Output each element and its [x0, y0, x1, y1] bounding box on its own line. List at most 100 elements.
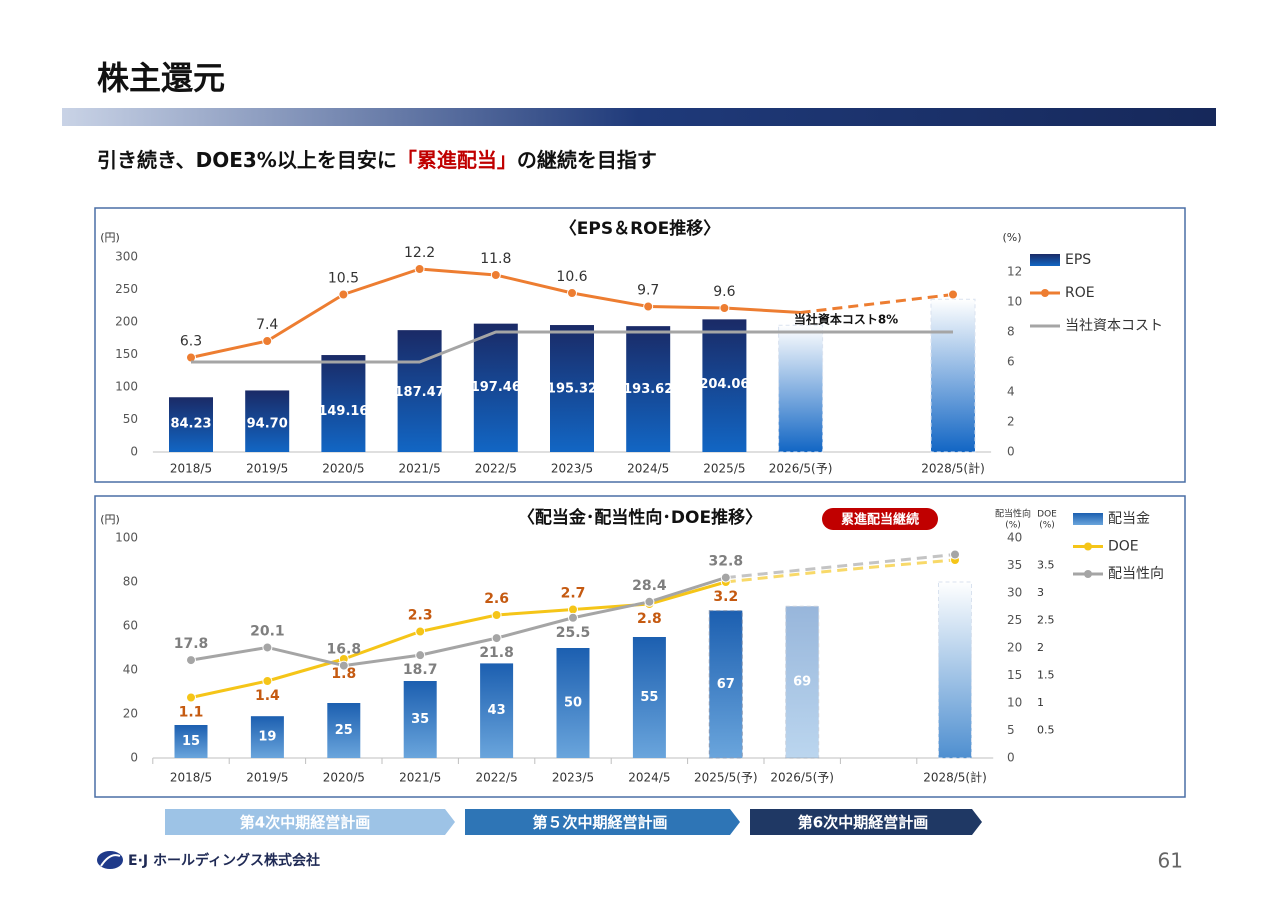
annotation: 当社資本コスト8%	[794, 312, 898, 327]
legend-label: DOE	[1108, 539, 1139, 555]
bar-value-label: 19	[258, 730, 276, 745]
y2-tick-label: 10	[1007, 696, 1022, 710]
axis-label: (%)	[1005, 521, 1021, 531]
line-value-label: 1.4	[255, 688, 280, 704]
bar	[550, 325, 594, 452]
bar-value-label: 15	[182, 734, 200, 749]
line-marker	[491, 633, 502, 644]
y3-tick-label: 2	[1037, 641, 1044, 654]
line-value-label: 3.2	[713, 589, 738, 605]
bar	[778, 324, 824, 453]
line-value-label: 1.8	[331, 666, 356, 682]
line-marker	[414, 264, 425, 274]
line-value-label: 2.6	[484, 591, 509, 607]
subtitle-part: 引き続き、DOE3%以上を目安に	[97, 148, 397, 172]
bar-value-label: 67	[717, 677, 735, 692]
y2-tick-label: 15	[1007, 668, 1022, 682]
bar-value-label: 197.46	[471, 380, 521, 395]
bar-value-label: 94.70	[247, 417, 288, 432]
x-tick-label: 2021/5	[398, 462, 440, 476]
y2-tick-label: 2	[1007, 415, 1015, 429]
x-tick-label: 2018/5	[170, 462, 212, 476]
x-tick-label: 2022/5	[475, 462, 517, 476]
line-value-label: 21.8	[479, 645, 514, 661]
x-tick-label: 2023/5	[552, 771, 594, 785]
company-name: E·J ホールディングス株式会社	[128, 852, 320, 869]
y2-tick-label: 20	[1007, 641, 1022, 655]
bar-value-label: 43	[488, 703, 506, 718]
line-marker	[338, 660, 349, 671]
y-axis-label: (円)	[100, 231, 120, 244]
y-tick-label: 0	[130, 445, 138, 459]
line-marker	[568, 604, 578, 615]
legend-label: EPS	[1065, 252, 1091, 268]
x-tick-label: 2025/5	[703, 462, 745, 476]
x-tick-label: 2019/5	[246, 771, 288, 785]
y-tick-label: 60	[123, 619, 138, 633]
axis-label: (%)	[1002, 231, 1021, 244]
x-tick-label: 2028/5(計)	[923, 770, 987, 785]
phase-arrow	[465, 809, 740, 835]
line	[191, 330, 953, 364]
phase-label: 第6次中期経営計画	[798, 814, 928, 832]
y-tick-label: 150	[115, 347, 138, 361]
bar	[250, 716, 284, 758]
bar-value-label: 195.32	[547, 381, 597, 396]
y2-tick-label: 4	[1007, 385, 1015, 399]
line-marker	[643, 301, 654, 312]
bar-value-label: 193.62	[623, 382, 673, 397]
line-marker	[568, 612, 578, 623]
bar	[938, 581, 972, 759]
line-marker	[720, 572, 731, 583]
badge: 累進配当継続	[841, 512, 919, 528]
legend-marker	[1041, 289, 1049, 297]
line-value-label: 11.8	[480, 251, 511, 267]
y2-tick-label: 0	[1007, 751, 1015, 765]
line-value-label: 9.6	[713, 284, 735, 300]
y2-tick-label: 6	[1007, 355, 1015, 369]
x-tick-label: 2021/5	[399, 771, 441, 785]
subtitle: 引き続き、DOE3%以上を目安に「累進配当」の継続を目指す	[97, 148, 657, 172]
bar	[245, 390, 290, 452]
bar-value-label: 84.23	[170, 417, 211, 432]
legend-swatch	[1073, 513, 1103, 525]
line-value-label: 32.8	[709, 554, 744, 570]
bar	[403, 681, 437, 758]
line-value-label: 10.6	[556, 269, 587, 285]
y2-tick-label: 30	[1007, 586, 1022, 600]
y3-tick-label: 3	[1037, 586, 1044, 599]
y2-tick-label: 12	[1007, 265, 1022, 279]
y-tick-label: 50	[123, 412, 138, 426]
legend-marker	[1084, 542, 1092, 551]
y3-tick-label: 2.5	[1037, 614, 1055, 627]
bar	[556, 648, 590, 758]
line-value-label: 18.7	[403, 662, 438, 678]
line-value-label: 2.8	[637, 611, 662, 627]
subtitle-part: の継続を目指す	[517, 148, 657, 172]
bar	[327, 703, 361, 758]
line-value-label: 17.8	[174, 636, 209, 652]
bar	[473, 323, 518, 452]
line-marker	[186, 655, 196, 666]
bar-value-label: 50	[564, 696, 582, 711]
x-tick-label: 2028/5(計)	[921, 461, 985, 476]
line-marker	[338, 289, 349, 300]
y2-tick-label: 8	[1007, 325, 1015, 339]
line-value-label: 25.5	[556, 625, 591, 641]
y2-tick-label: 0	[1007, 445, 1015, 459]
y3-tick-label: 1.5	[1037, 669, 1055, 682]
line-value-label: 6.3	[180, 334, 202, 350]
line-forecast	[725, 558, 956, 584]
line-value-label: 16.8	[327, 642, 362, 658]
chart-title: 〈EPS＆ROE推移〉	[560, 218, 720, 239]
line-marker	[186, 692, 196, 703]
bar-value-label: 204.06	[699, 377, 749, 392]
line-marker	[415, 626, 426, 637]
y-axis-label: (円)	[100, 513, 120, 526]
bar	[397, 330, 442, 452]
chart-frame	[94, 495, 1186, 798]
legend-swatch	[1030, 254, 1060, 266]
y-tick-label: 250	[115, 282, 138, 296]
bar	[321, 355, 366, 452]
line-forecast	[725, 553, 956, 580]
